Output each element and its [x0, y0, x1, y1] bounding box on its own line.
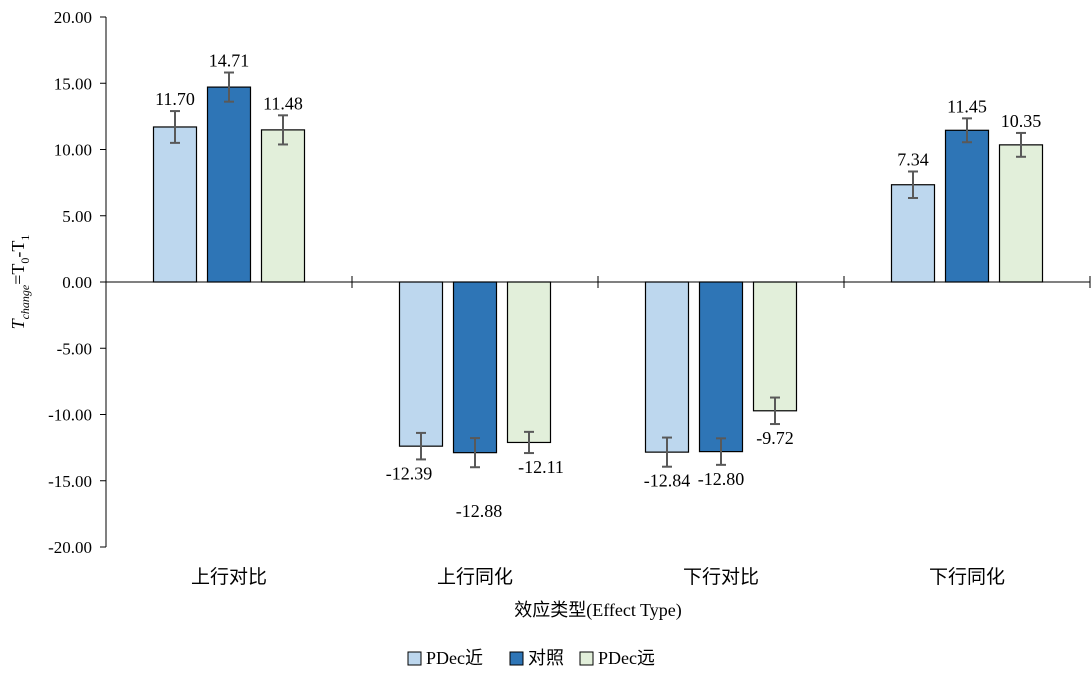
legend-label: PDec近	[426, 648, 483, 668]
data-label: 11.48	[263, 93, 303, 113]
y-tick-label: -15.00	[48, 472, 92, 491]
legend-swatch	[579, 651, 594, 666]
bar	[944, 129, 990, 283]
legend-swatch	[407, 651, 422, 666]
bar	[398, 281, 444, 447]
bar	[152, 126, 198, 283]
category-labels: 上行对比 上行同化 下行对比 下行同化	[191, 566, 1005, 588]
bar	[206, 86, 252, 283]
data-label: 7.34	[897, 149, 929, 169]
y-axis-label: Tchange=T0-T1	[8, 235, 32, 330]
y-tick-label: 15.00	[54, 74, 92, 93]
data-label: -12.84	[644, 471, 691, 491]
bars	[152, 86, 1044, 454]
bar	[752, 281, 798, 412]
y-tick-label: -20.00	[48, 538, 92, 557]
bar	[890, 184, 936, 283]
data-label: -12.88	[456, 501, 503, 521]
x-axis-label: 效应类型(Effect Type)	[514, 600, 682, 621]
y-tick-label: 20.00	[54, 8, 92, 27]
bar	[644, 281, 690, 453]
x-tick-label: 上行对比	[191, 566, 267, 588]
data-label: -12.80	[698, 469, 745, 489]
legend-swatch	[509, 651, 524, 666]
x-tick-label: 下行同化	[929, 566, 1005, 588]
y-tick-label: 10.00	[54, 141, 92, 160]
bar	[452, 281, 498, 454]
x-tick-label: 下行对比	[683, 566, 759, 588]
axes: 20.00 15.00 10.00 5.00 0.00 -5.00 -10.00 -15.00…	[48, 8, 1091, 557]
data-label: -12.39	[386, 463, 433, 483]
bar	[260, 129, 306, 283]
x-tick-label: 上行同化	[437, 566, 513, 588]
data-label: 14.71	[209, 51, 250, 71]
bar	[998, 144, 1044, 283]
data-label: 11.70	[155, 89, 195, 109]
data-label: 10.35	[1001, 111, 1042, 131]
data-label: 11.45	[947, 96, 987, 116]
bar	[506, 281, 552, 444]
y-tick-label: -5.00	[57, 339, 92, 358]
bar	[698, 281, 744, 453]
y-tick-label: -10.00	[48, 406, 92, 425]
data-labels: 11.7014.7111.48-12.39-12.88-12.11-12.84-…	[155, 51, 1041, 522]
legend: PDec近 对照 PDec远	[407, 648, 655, 668]
legend-label: 对照	[528, 648, 564, 668]
data-label: -9.72	[756, 428, 794, 448]
error-bars	[170, 71, 1026, 469]
legend-label: PDec远	[598, 648, 655, 668]
y-tick-label: 5.00	[62, 207, 92, 226]
y-tick-label: 0.00	[62, 273, 92, 292]
data-label: -12.11	[518, 457, 564, 477]
